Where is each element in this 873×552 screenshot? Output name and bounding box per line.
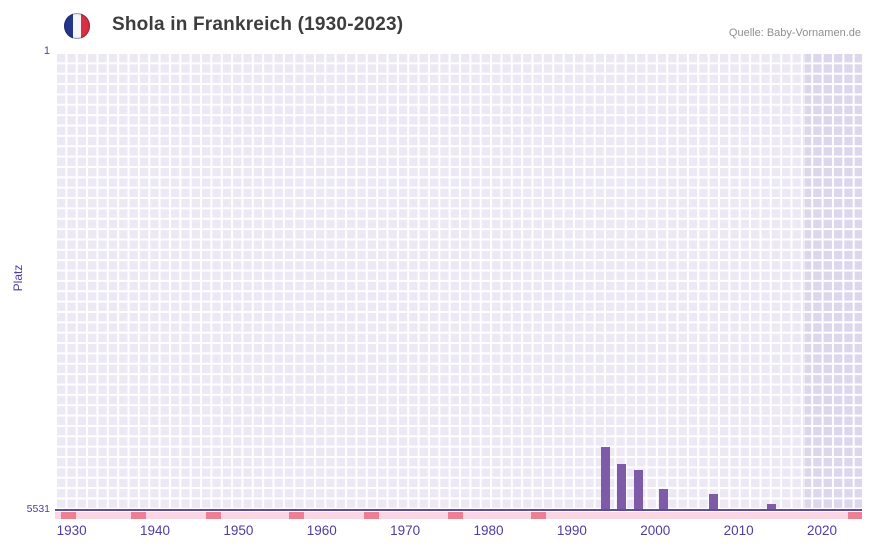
x-axis-line [55,509,862,511]
plot-area: 1930 1940 1950 1960 1970 1980 1990 2000 2010 2020 [55,52,862,538]
x-axis-labels: 1930 1940 1950 1960 1970 1980 1990 2000 2010 2020 [55,523,862,541]
bar-1994 [600,446,610,510]
strip-red-marker [847,512,862,519]
strip-red-marker [364,512,380,519]
bar-2007 [709,494,719,510]
bar-2014 [767,504,777,510]
y-tick-top: 1 [43,45,50,57]
bar-1996 [617,463,627,510]
x-tick-label: 2020 [806,523,837,538]
bar-2001 [659,489,669,510]
bar-1998 [634,470,644,510]
x-tick-label: 1970 [390,523,421,538]
x-tick-label: 1950 [223,523,254,538]
strip-red-marker [447,512,463,519]
x-tick-label: 1940 [140,523,171,538]
french-flag-icon [64,13,90,39]
strip-red-marker [289,512,305,519]
x-tick-label: 1930 [56,523,87,538]
strip-red-marker [531,512,547,519]
source-label: Quelle: Baby-Vornamen.de [728,27,861,39]
y-tick-bottom: 5531 [26,503,50,515]
page-title: Shola in Frankreich (1930-2023) [112,14,404,35]
strip-red-marker [130,512,146,519]
x-tick-label: 2010 [723,523,754,538]
unranked-strip [55,512,862,519]
strip-red-marker [205,512,221,519]
strip-red-marker [60,512,76,519]
x-tick-label: 2000 [640,523,671,538]
x-tick-label: 1980 [473,523,504,538]
x-tick-label: 1990 [556,523,587,538]
y-axis-title: Platz [11,264,25,292]
bars-layer [55,52,862,510]
x-tick-label: 1960 [306,523,337,538]
grid-overlay [55,52,862,510]
